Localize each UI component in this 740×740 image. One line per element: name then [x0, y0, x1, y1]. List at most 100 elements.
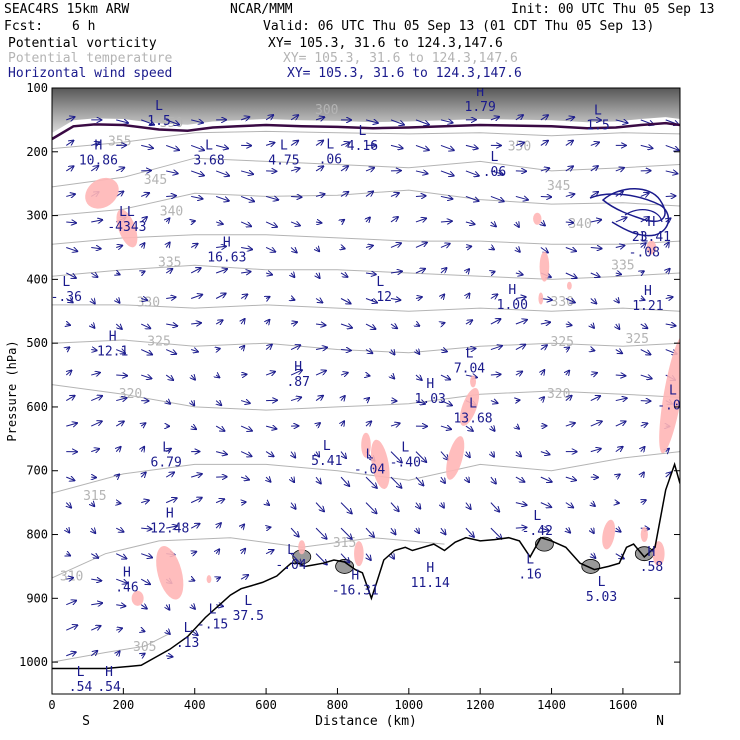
extremum-value: -.15 [197, 617, 228, 632]
wind-vector [215, 499, 224, 502]
extremum-letter: L [77, 665, 85, 680]
theta-contour [52, 339, 680, 354]
extremum-letter: L [209, 602, 217, 617]
wind-vector [515, 372, 522, 376]
x-tick-label: 1400 [537, 698, 566, 712]
pv-shaded-region [538, 292, 544, 305]
wind-vector [491, 272, 495, 273]
wind-vector [165, 269, 172, 273]
wind-vector [166, 449, 171, 452]
wind-vector [490, 346, 502, 350]
wind-vector [665, 144, 679, 150]
wind-vector [191, 605, 195, 609]
wind-vector [541, 397, 544, 400]
extremum-value: 4.16 [347, 139, 378, 154]
theta-label: 345 [547, 179, 570, 194]
wind-vector [166, 656, 172, 657]
theta-label: 330 [551, 295, 574, 310]
extremum-value: .54 [69, 680, 93, 695]
wind-vector [415, 451, 426, 462]
wind-vector [165, 472, 174, 478]
wind-vector [216, 401, 221, 406]
wind-vector [416, 502, 420, 509]
wind-vector [165, 349, 176, 354]
wind-vector [265, 372, 275, 375]
wind-vector [265, 115, 273, 120]
wind-vector [240, 171, 253, 174]
wind-vector [565, 423, 575, 426]
extremum-letter: L [594, 104, 602, 119]
wind-vector [90, 273, 97, 277]
wind-vector [340, 502, 352, 514]
wind-vector [166, 630, 170, 634]
wind-vector [141, 271, 144, 273]
wind-vector [215, 294, 226, 299]
theta-contour [52, 632, 171, 663]
wind-vector [666, 243, 669, 248]
wind-vector [265, 196, 278, 199]
wind-vector [166, 196, 176, 197]
extremum-letter: LL [119, 205, 135, 220]
y-tick-label: 500 [26, 336, 48, 350]
extremum-value: 1.03 [415, 392, 446, 407]
wind-vector [91, 350, 96, 351]
stratosphere-shading [52, 88, 680, 133]
wind-vector [641, 447, 645, 452]
wind-vector [540, 196, 551, 197]
wind-vector [391, 527, 396, 534]
extremum-letter: H [648, 215, 656, 230]
wind-vector [290, 370, 302, 376]
wind-vector [640, 145, 653, 148]
wind-vector [140, 578, 150, 584]
extremum-value: .06 [483, 165, 506, 180]
wind-vector [341, 451, 346, 459]
wind-vector [565, 194, 574, 196]
wind-vector [491, 452, 494, 457]
wind-vector [491, 476, 496, 483]
wind-vector [491, 426, 495, 431]
wind-vector [266, 297, 269, 299]
theta-label: 355 [108, 134, 131, 149]
extremum-value: 4.75 [268, 154, 299, 169]
extremum-letter: L [359, 124, 367, 139]
wind-vector [390, 217, 398, 223]
x-tick-label: 0 [48, 698, 55, 712]
wind-vector [616, 299, 619, 303]
wind-vector [391, 375, 394, 378]
wind-vector [265, 247, 275, 251]
wind-vector [166, 119, 179, 125]
wind-vector [141, 500, 149, 502]
wind-vector [591, 350, 595, 351]
extremum-letter: L [184, 621, 192, 636]
extremum-value: 23.41 [632, 230, 671, 245]
wind-vector [440, 196, 452, 198]
wind-vector [515, 297, 526, 299]
wind-vector [216, 578, 220, 580]
y-tick-label: 200 [26, 145, 48, 159]
wind-vector [465, 426, 473, 431]
y-tick-label: 300 [26, 209, 48, 223]
wind-vector [91, 220, 102, 222]
pv-shaded-region [116, 209, 138, 248]
wind-vector [565, 324, 572, 325]
theta-label: 325 [551, 335, 574, 350]
pv-shaded-region [298, 540, 306, 555]
wind-vector [391, 350, 395, 355]
wind-vector [591, 324, 594, 328]
wind-vector [116, 168, 124, 171]
pv-shaded-region [446, 436, 465, 480]
wind-vector [66, 396, 74, 402]
extremum-value: 10.86 [79, 154, 118, 169]
wind-vector [316, 273, 320, 278]
theta-label: 300 [315, 103, 338, 118]
wind-vector [291, 451, 295, 458]
wind-vector [190, 170, 204, 176]
wind-vector [640, 423, 648, 426]
wind-vector [91, 247, 100, 248]
wind-vector [316, 222, 321, 223]
extremum-letter: L [244, 594, 252, 609]
wind-vector [116, 246, 122, 248]
extremum-value: 6.79 [151, 455, 182, 470]
extremum-letter: H [426, 561, 434, 576]
extremum-letter: H [105, 665, 113, 680]
